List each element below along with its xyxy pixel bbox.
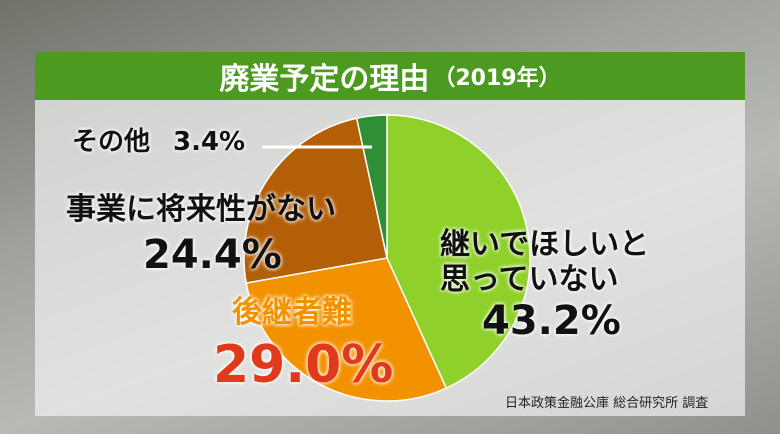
pie-slice [243, 117, 388, 284]
value-label: 29.0% [213, 335, 394, 395]
value-label: 43.2% [482, 298, 621, 344]
slice-label: その他 [72, 127, 151, 157]
pie-slice [245, 257, 448, 402]
slice-label: 事業に将来性がない [66, 192, 336, 227]
value-label: 3.4% [173, 127, 246, 157]
chart-title: 廃業予定の理由 [219, 62, 430, 97]
chart-subtitle: （2019年） [433, 66, 561, 91]
slice-label: 後継者難 [232, 295, 352, 330]
slice-label: 継いでほしいと思っていない [440, 227, 650, 297]
value-label: 24.4% [143, 232, 282, 278]
title-bar: 廃業予定の理由 （2019年） [35, 52, 745, 100]
pie-slice [355, 114, 388, 259]
source: 日本政策金融公庫 総合研究所 調査 [505, 396, 709, 411]
pie-slice [386, 114, 531, 390]
